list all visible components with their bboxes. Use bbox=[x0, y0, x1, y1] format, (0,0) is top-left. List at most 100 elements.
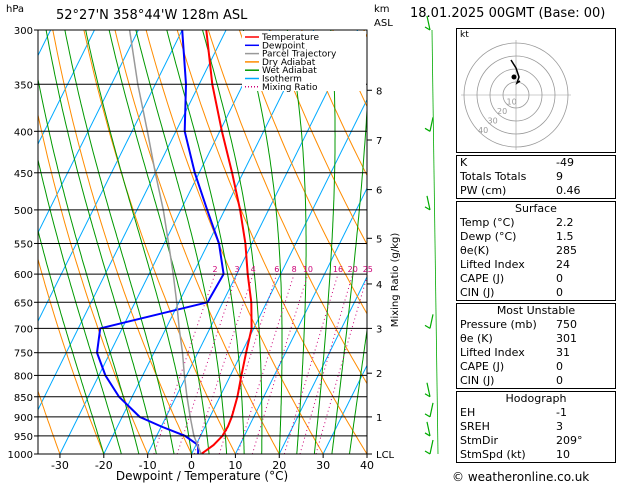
legend-entry: Dewpoint bbox=[262, 41, 305, 51]
index-row: K -49 bbox=[457, 156, 616, 171]
wet-adiabat-line bbox=[313, 30, 336, 454]
y-tick-label-850: 850 bbox=[14, 393, 33, 404]
dry-adiabat-line bbox=[301, 30, 367, 177]
wet-adiabat-line bbox=[166, 30, 245, 454]
index-value: 0 bbox=[556, 360, 563, 373]
index-row: PW (cm) 0.46 bbox=[457, 184, 616, 199]
mixing-ratio-label: 2 bbox=[212, 265, 217, 274]
hodograph-trace bbox=[510, 59, 521, 85]
isotherm-line bbox=[234, 187, 367, 454]
index-label: CAPE (J) bbox=[460, 360, 505, 373]
wind-barb-flag bbox=[424, 393, 431, 398]
section-title-text: Surface bbox=[515, 202, 557, 215]
wind-barb-flag bbox=[424, 450, 431, 455]
wet-adiabat-line bbox=[64, 30, 175, 454]
index-label: θe (K) bbox=[460, 332, 493, 345]
isotherm-line bbox=[191, 98, 367, 454]
dry-adiabat-line bbox=[270, 30, 367, 246]
mixing-ratio-label: 16 bbox=[333, 265, 343, 274]
index-label: CIN (J) bbox=[460, 286, 495, 299]
x-tick-label: 20 bbox=[272, 459, 286, 472]
index-label: StmDir bbox=[460, 434, 499, 447]
index-value: 750 bbox=[556, 318, 577, 331]
index-value: 31 bbox=[556, 346, 570, 359]
plot-frame bbox=[37, 29, 368, 455]
index-label: PW (cm) bbox=[460, 184, 507, 197]
index-row: CIN (J) 0 bbox=[457, 286, 616, 301]
index-row: Totals Totals 9 bbox=[457, 170, 616, 184]
index-row: StmDir 209° bbox=[457, 434, 616, 448]
x-tick-label: -10 bbox=[139, 459, 157, 472]
legend-box bbox=[242, 31, 366, 91]
hodograph-table: Hodograph EH -1 SREH 3 StmDir 209° StmSpd (kt) 1… bbox=[456, 391, 616, 463]
km-tick-label: 5 bbox=[376, 234, 382, 245]
index-value: 301 bbox=[556, 332, 577, 345]
mixing-ratio-axis-label: Mixing Ratio (g/kg) bbox=[390, 233, 401, 328]
km-tick-label: 3 bbox=[376, 324, 382, 335]
section-title: Surface bbox=[457, 202, 616, 217]
index-value: 209° bbox=[556, 434, 583, 447]
index-row: Pressure (mb) 750 bbox=[457, 318, 616, 332]
index-row: StmSpd (kt) 10 bbox=[457, 448, 616, 463]
most-unstable-table: Most Unstable Pressure (mb) 750 θe (K) 301 Li… bbox=[456, 303, 616, 389]
dry-adiabat-line bbox=[238, 30, 367, 315]
index-row: Temp (°C) 2.2 bbox=[457, 216, 616, 230]
index-row: EH -1 bbox=[457, 406, 616, 420]
index-row: CIN (J) 0 bbox=[457, 374, 616, 389]
wind-barb-flag bbox=[424, 413, 431, 418]
index-label: Dewp (°C) bbox=[460, 230, 517, 243]
wind-barb bbox=[429, 439, 434, 455]
wind-barb-flag bbox=[424, 432, 431, 437]
wind-barb bbox=[426, 421, 431, 437]
index-label: CIN (J) bbox=[460, 374, 495, 387]
index-value: 0 bbox=[556, 286, 563, 299]
x-tick-label: -30 bbox=[51, 459, 69, 472]
legend-entry: Isotherm bbox=[262, 75, 302, 85]
index-label: EH bbox=[460, 406, 476, 419]
mixing-ratio-line bbox=[315, 275, 367, 454]
wind-barb bbox=[429, 117, 434, 132]
isotherm-line bbox=[38, 30, 227, 411]
km-tick-label: 1 bbox=[376, 413, 382, 424]
index-value: 3 bbox=[556, 420, 563, 433]
index-label: CAPE (J) bbox=[460, 272, 505, 285]
legend-entry: Parcel Trajectory bbox=[262, 50, 337, 60]
km-tick-label: 7 bbox=[376, 136, 382, 147]
mixing-ratio-label: 3 bbox=[234, 265, 239, 274]
credit: © weatheronline.co.uk bbox=[452, 470, 590, 484]
mixing-ratio-line bbox=[283, 273, 339, 454]
index-label: Totals Totals bbox=[460, 170, 527, 183]
index-label: Lifted Index bbox=[460, 258, 525, 271]
index-row: Lifted Index 31 bbox=[457, 346, 616, 360]
location-title: 52°27'N 358°44'W 128m ASL bbox=[56, 8, 248, 23]
x-tick-label: 0 bbox=[188, 459, 195, 472]
asl-label: ASL bbox=[374, 18, 393, 29]
index-value: 9 bbox=[556, 170, 563, 183]
wind-barb-flag bbox=[424, 324, 431, 329]
storm-motion-marker bbox=[511, 74, 517, 80]
isotherm-line bbox=[322, 364, 367, 454]
km-tick-label: 8 bbox=[376, 86, 382, 97]
isotherm-line bbox=[0, 30, 7, 454]
hodograph: kt 10 20 30 40 bbox=[456, 28, 616, 153]
y-tick-label-900: 900 bbox=[14, 413, 33, 424]
mixing-ratio-label: 6 bbox=[274, 265, 279, 274]
mixing-ratio-label: 20 bbox=[348, 265, 358, 274]
wind-barb bbox=[426, 195, 431, 211]
section-title: Most Unstable bbox=[457, 304, 616, 319]
isotherm-line bbox=[103, 30, 315, 454]
indices-panel: K -49 Totals Totals 9 PW (cm) 0.46 Surface Tem… bbox=[456, 155, 616, 465]
mixing-ratio-label: 4 bbox=[251, 265, 256, 274]
index-row: CAPE (J) 0 bbox=[457, 272, 616, 286]
wind-barb bbox=[426, 382, 431, 397]
x-tick-label: 10 bbox=[228, 459, 242, 472]
wind-barb bbox=[429, 314, 434, 329]
index-label: Pressure (mb) bbox=[460, 318, 537, 331]
index-row: θe (K) 301 bbox=[457, 332, 616, 346]
isotherm-line bbox=[38, 30, 95, 146]
index-value: 285 bbox=[556, 244, 577, 257]
index-value: 24 bbox=[556, 258, 570, 271]
x-tick-label: 30 bbox=[316, 459, 330, 472]
